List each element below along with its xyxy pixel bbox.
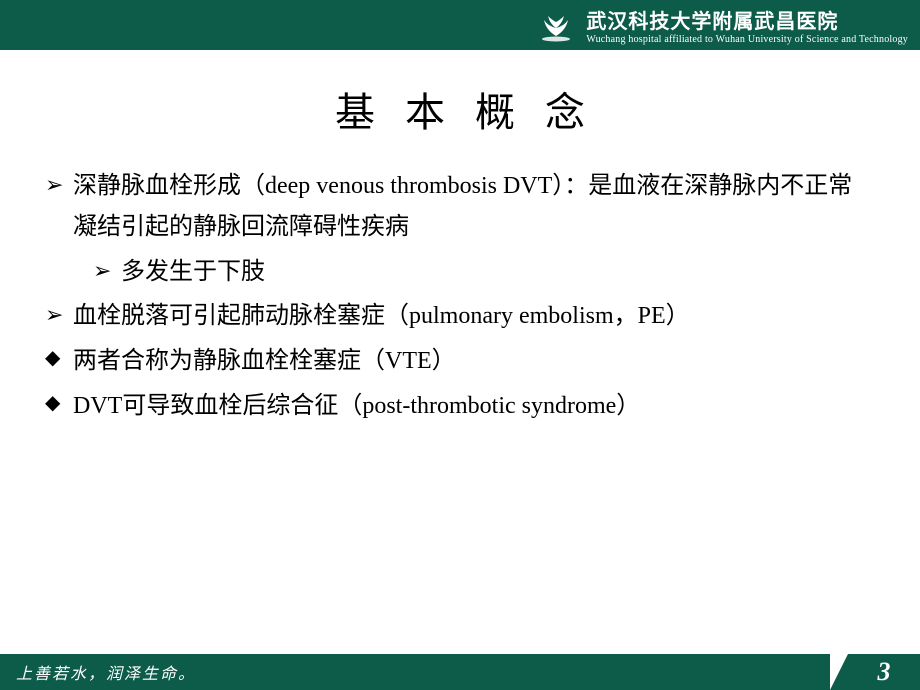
bullet-pts: DVT可导致血栓后综合征（post-thrombotic syndrome） — [45, 386, 875, 427]
hospital-name-cn: 武汉科技大学附属武昌医院 — [586, 5, 908, 34]
bullet-dvt-location: 多发生于下肢 — [93, 252, 875, 293]
bullet-dvt-definition: 深静脉血栓形成（deep venous thrombosis DVT）：是血液在… — [45, 166, 875, 248]
hospital-logo-icon — [534, 6, 578, 44]
bullet-vte: 两者合称为静脉血栓栓塞症（VTE） — [45, 341, 875, 382]
bullet-pe: 血栓脱落可引起肺动脉栓塞症（pulmonary embolism，PE） — [45, 296, 875, 337]
footer-motto: 上善若水，润泽生命。 — [0, 654, 830, 690]
page-number: 3 — [848, 654, 920, 690]
hospital-name-en: Wuchang hospital affiliated to Wuhan Uni… — [586, 34, 908, 45]
bullet-list: 深静脉血栓形成（deep venous thrombosis DVT）：是血液在… — [45, 166, 875, 427]
slide-title: 基本概念 — [45, 80, 875, 138]
slide-content: 基本概念 深静脉血栓形成（deep venous thrombosis DVT）… — [0, 50, 920, 427]
slide-footer: 上善若水，润泽生命。 3 — [0, 654, 920, 690]
slide-header: 武汉科技大学附属武昌医院 Wuchang hospital affiliated… — [0, 0, 920, 50]
hospital-name-block: 武汉科技大学附属武昌医院 Wuchang hospital affiliated… — [586, 5, 908, 45]
